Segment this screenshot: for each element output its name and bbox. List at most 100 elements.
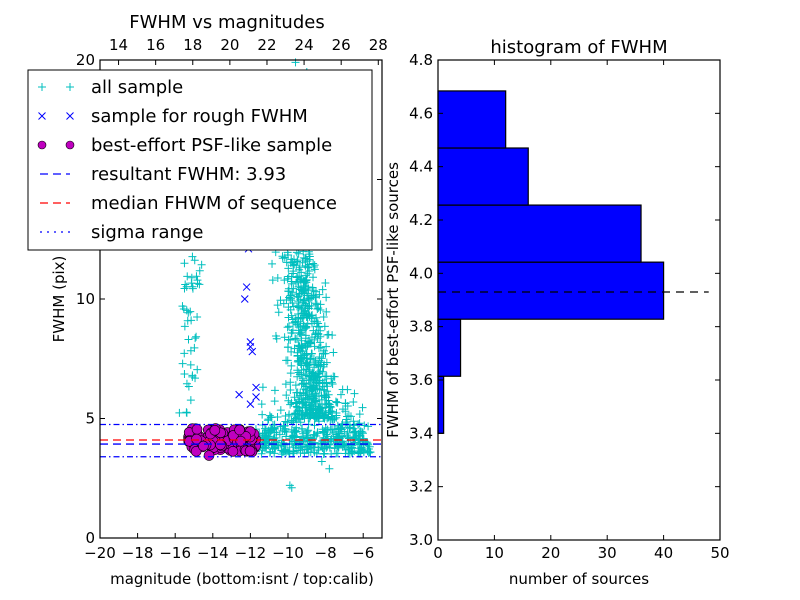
all-sample-point [329, 348, 338, 357]
all-sample-point [297, 268, 306, 277]
all-sample-point [307, 293, 316, 302]
all-sample-point [315, 290, 324, 299]
all-sample-point [303, 393, 312, 402]
all-sample-point [301, 306, 310, 315]
all-sample-point [356, 447, 365, 456]
all-sample-point [287, 255, 296, 264]
scatter-title: FWHM vs magnitudes [129, 12, 324, 33]
all-sample-point [277, 446, 286, 455]
y-tick-label: 4.0 [409, 264, 433, 282]
all-sample-point [308, 368, 317, 377]
all-sample-point [291, 441, 300, 450]
all-sample-point [314, 376, 323, 385]
all-sample-point [299, 311, 308, 320]
all-sample-point [309, 291, 318, 300]
all-sample-point [304, 294, 313, 303]
histogram-bars [437, 90, 665, 434]
all-sample-point [301, 359, 310, 368]
all-sample-point [292, 273, 301, 282]
all-sample-point [280, 276, 289, 285]
all-sample-point [341, 407, 350, 416]
y-tick-label: 4.8 [409, 51, 433, 69]
all-sample-point [195, 280, 204, 289]
histogram-x-ticks: 0 10 20 30 40 50 [433, 60, 730, 562]
psf-like-point [191, 433, 202, 445]
all-sample-point [257, 400, 266, 409]
all-sample-point [262, 432, 271, 441]
all-sample-point [282, 296, 291, 305]
all-sample-point [358, 403, 367, 412]
all-sample-point [355, 419, 364, 428]
all-sample-point [180, 369, 189, 378]
rough-fwhm-point [240, 295, 249, 303]
all-sample-point [310, 363, 319, 372]
all-sample-point [344, 449, 353, 458]
histogram-y-label: FWHM of best-effort PSF-like sources [384, 162, 402, 438]
all-sample-point [305, 387, 314, 396]
all-sample-point [294, 404, 303, 413]
all-sample-point [297, 424, 306, 433]
x-tick-label: −12 [235, 544, 267, 562]
all-sample-point [306, 401, 315, 410]
histogram-y-ticks: 3.0 3.2 3.4 3.6 3.8 4.0 4.2 4.4 4.6 4.8 [409, 51, 720, 549]
all-sample-point [320, 322, 329, 331]
all-sample-point [305, 337, 314, 346]
all-sample-point [294, 368, 303, 377]
all-sample-point [347, 441, 356, 450]
all-sample-point [327, 374, 336, 383]
all-sample-point [300, 295, 309, 304]
all-sample-point [313, 304, 322, 313]
y-tick-label: 4.2 [409, 211, 433, 229]
all-sample-point [266, 427, 275, 436]
all-sample-point [322, 293, 331, 302]
all-sample-point [299, 286, 308, 295]
y-tick-label: 3.4 [409, 424, 433, 442]
legend-entry: sample for rough FWHM [38, 106, 308, 127]
all-sample-point [291, 381, 300, 390]
all-sample-point [291, 426, 300, 435]
all-sample-point [364, 448, 373, 457]
all-sample-point [286, 369, 295, 378]
legend-label: sigma range [91, 222, 203, 243]
all-sample-point [322, 307, 331, 316]
all-sample-point [294, 395, 303, 404]
all-sample-point [310, 335, 319, 344]
all-sample-point [268, 276, 277, 285]
x-tick-label: −16 [159, 544, 191, 562]
all-sample-point [281, 432, 290, 441]
all-sample-point [314, 344, 323, 353]
all-sample-point [284, 322, 293, 331]
all-sample-point [292, 399, 301, 408]
all-sample-point [285, 434, 294, 443]
all-sample-point [340, 441, 349, 450]
rough-fwhm-point [235, 390, 243, 399]
legend-items: all sample sample for rough FWHM best-effo… [37, 77, 337, 243]
all-sample-point [363, 447, 372, 456]
x-tick-label: −20 [84, 544, 116, 562]
all-sample-point [287, 272, 296, 281]
all-sample-point [294, 282, 303, 291]
all-sample-point [336, 424, 345, 433]
x-tick-label: 40 [654, 544, 673, 562]
all-sample-point [288, 288, 297, 297]
all-sample-point [315, 353, 324, 362]
psf-like-point [215, 439, 226, 451]
x-tick-label: −6 [352, 544, 374, 562]
histogram-bar [437, 318, 462, 377]
y-tick-label: 3.8 [409, 318, 433, 336]
y-tick-label: 4.4 [409, 158, 433, 176]
all-sample-point [315, 372, 324, 381]
all-sample-point [287, 361, 296, 370]
all-sample-point [312, 322, 321, 331]
all-sample-point [296, 355, 305, 364]
histogram-bar [437, 204, 642, 263]
rough-fwhm-point [248, 347, 257, 356]
all-sample-point [313, 406, 322, 415]
all-sample-point [191, 334, 200, 343]
reference-lines [100, 423, 382, 458]
all-sample-point [293, 277, 302, 286]
all-sample-point [293, 257, 302, 266]
all-sample-point [296, 418, 305, 427]
all-sample-point [295, 391, 304, 400]
